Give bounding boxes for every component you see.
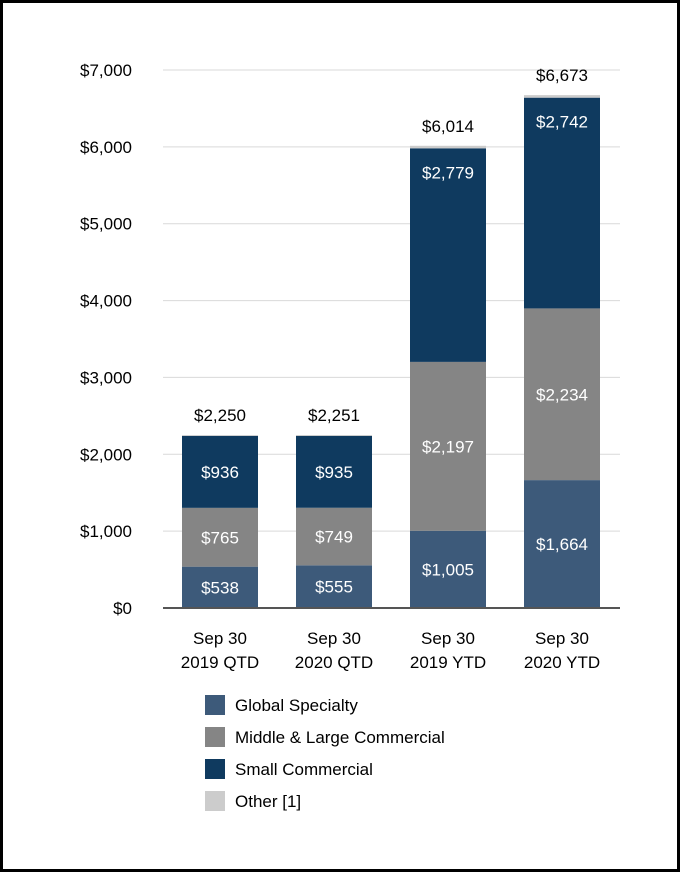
bar-segment-2 [524,308,600,481]
segment-value-labels: $538 $765 $936 $555 $749 $935 $1,005 $2,197 $2,7… [201,113,588,598]
legend: Global Specialty Middle & Large Commercia… [205,695,445,811]
bar-segment-3 [182,435,258,508]
bars [182,95,600,608]
category-label-line1: Sep 30 [535,629,589,648]
segment-value-label: $749 [315,528,353,547]
segment-value-label: $935 [315,463,353,482]
legend-swatch [205,695,225,715]
bar-segment-1 [296,565,372,608]
segment-value-label: $2,197 [422,437,474,456]
segment-value-label: $2,779 [422,163,474,182]
bar-segment-4 [410,145,486,149]
y-tick-label: $0 [113,599,132,618]
total-label: $2,251 [308,406,360,425]
total-label: $6,014 [422,117,474,136]
y-tick-label: $7,000 [80,61,132,80]
bar-segment-4 [182,435,258,436]
bar-segment-2 [182,507,258,567]
stacked-bar-chart: $0 $1,000 $2,000 $3,000 $4,000 $5,000 $6,000 $7… [80,61,620,811]
y-tick-label: $3,000 [80,368,132,387]
category-label-line1: Sep 30 [421,629,475,648]
bar-segment-1 [524,480,600,608]
bar-segment-4 [524,95,600,98]
total-label: $2,250 [194,406,246,425]
bar-segment-3 [410,148,486,362]
bar-segment-1 [410,530,486,608]
category-label-line1: Sep 30 [307,629,361,648]
y-axis-tick-labels: $0 $1,000 $2,000 $3,000 $4,000 $5,000 $6,000 $7… [80,61,132,618]
bar-segment-3 [296,435,372,508]
legend-label: Small Commercial [235,760,373,779]
segment-value-label: $765 [201,528,239,547]
legend-label: Global Specialty [235,696,358,715]
legend-swatch [205,759,225,779]
total-labels: $2,250 $2,251 $6,014 $6,673 [194,66,588,425]
segment-value-label: $2,234 [536,385,588,404]
bar-segment-2 [296,507,372,566]
bar-segment-1 [182,566,258,608]
legend-swatch [205,727,225,747]
y-tick-label: $5,000 [80,215,132,234]
category-label-line2: 2019 QTD [181,653,259,672]
legend-label: Other [1] [235,792,301,811]
bar-segment-4 [296,434,372,436]
x-axis-category-labels: Sep 30 2019 QTD Sep 30 2020 QTD Sep 30 2019 Y… [181,629,600,672]
y-tick-label: $4,000 [80,292,132,311]
category-label-line2: 2019 YTD [410,653,486,672]
y-tick-label: $1,000 [80,522,132,541]
legend-swatch [205,791,225,811]
category-label-line2: 2020 YTD [524,653,600,672]
segment-value-label: $2,742 [536,113,588,132]
segment-value-label: $555 [315,578,353,597]
category-label-line1: Sep 30 [193,629,247,648]
bar-segment-3 [524,97,600,309]
segment-value-label: $1,005 [422,560,474,579]
segment-value-label: $936 [201,463,239,482]
segment-value-label: $1,664 [536,535,588,554]
bar-segment-2 [410,361,486,531]
category-label-line2: 2020 QTD [295,653,373,672]
y-tick-label: $2,000 [80,445,132,464]
total-label: $6,673 [536,66,588,85]
legend-label: Middle & Large Commercial [235,728,445,747]
y-tick-label: $6,000 [80,138,132,157]
segment-value-label: $538 [201,578,239,597]
